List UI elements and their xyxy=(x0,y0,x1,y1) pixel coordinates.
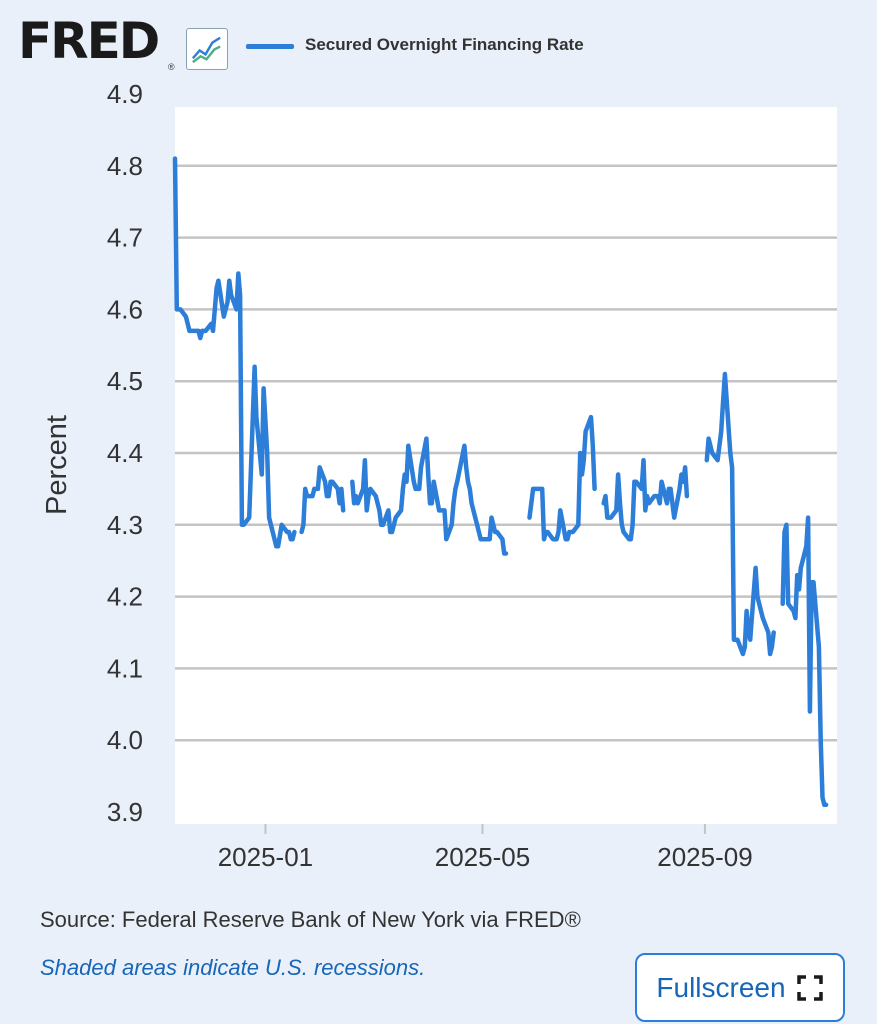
y-tick-label: 4.7 xyxy=(107,223,143,253)
series-line-segment xyxy=(350,436,509,556)
series-line-segment xyxy=(527,414,597,542)
y-tick-label: 4.5 xyxy=(107,366,143,396)
fullscreen-button[interactable]: Fullscreen xyxy=(635,953,845,1022)
y-tick-label: 4.2 xyxy=(107,582,143,612)
y-tick-label: 4.4 xyxy=(107,438,143,468)
source-text: Source: Federal Reserve Bank of New York… xyxy=(40,907,581,932)
series-line-segment xyxy=(299,465,346,535)
series-line-segment xyxy=(601,457,690,542)
legend-series-label: Secured Overnight Financing Rate xyxy=(305,35,584,54)
x-tick-label: 2025-05 xyxy=(435,842,530,872)
plot-area xyxy=(175,107,837,824)
y-tick-label: 3.9 xyxy=(107,797,143,827)
x-tick-label: 2025-01 xyxy=(218,842,313,872)
y-axis-title: Percent xyxy=(41,415,73,515)
series-line-segment xyxy=(780,515,829,808)
fullscreen-label: Fullscreen xyxy=(656,971,786,1003)
y-tick-label: 4.1 xyxy=(107,653,143,683)
series-line-segment xyxy=(704,371,776,657)
recession-note: Shaded areas indicate U.S. recessions. xyxy=(40,955,426,980)
series-line-segment xyxy=(172,156,297,549)
registered-mark: ® xyxy=(168,62,175,72)
fred-logo[interactable]: FRED xyxy=(18,12,160,70)
y-tick-label: 4.8 xyxy=(107,151,143,181)
legend-swatch xyxy=(246,44,294,49)
y-tick-label: 4.0 xyxy=(107,725,143,755)
y-tick-label: 4.3 xyxy=(107,510,143,540)
x-tick-label: 2025-09 xyxy=(657,842,752,872)
y-tick-label: 4.6 xyxy=(107,294,143,324)
fullscreen-corners-icon xyxy=(796,974,823,1001)
chart-trend-icon xyxy=(186,28,228,70)
y-tick-label: 4.9 xyxy=(107,79,143,109)
